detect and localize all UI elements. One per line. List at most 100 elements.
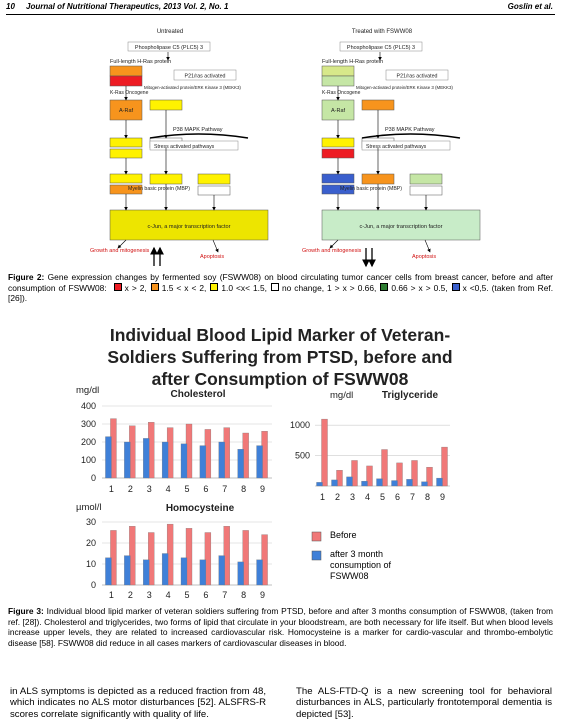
diagram-label: P21/ras activated <box>185 74 226 80</box>
expression-box <box>321 173 355 184</box>
x-tick-label: 8 <box>241 590 246 600</box>
legend-swatch <box>380 282 389 291</box>
legend-label: after 3 month consumption of FSWW08 <box>330 549 392 581</box>
x-tick-label: 8 <box>241 484 246 494</box>
caption-text: 1.5 < x < 2, <box>161 282 207 293</box>
diagram-label: P38 MAPK Pathway <box>385 127 435 133</box>
x-tick-label: 6 <box>203 484 208 494</box>
bar <box>237 561 244 586</box>
bar <box>180 443 188 479</box>
caption-text: x > 2, <box>124 282 147 293</box>
bar <box>237 449 244 479</box>
expression-box <box>109 137 143 148</box>
diagram-label: Apoptosis <box>200 254 224 260</box>
panel-title: Untreated <box>157 29 183 35</box>
diagram-label: Growth and mitogenesis <box>302 248 362 254</box>
bar <box>441 446 448 487</box>
y-tick-label: 200 <box>81 437 96 447</box>
expression-box <box>361 173 395 185</box>
pathway-brace <box>361 133 461 139</box>
legend-swatch <box>210 282 219 291</box>
diagram-label: Growth and mitogenesis <box>90 248 150 254</box>
diagram-label: A-Raf <box>331 108 346 114</box>
x-tick-label: 2 <box>128 590 133 600</box>
bar <box>396 462 403 487</box>
x-tick-label: 7 <box>222 590 227 600</box>
bar <box>185 528 193 586</box>
bar <box>346 476 353 487</box>
bar <box>391 480 398 487</box>
y-tick-label: 20 <box>86 538 96 548</box>
caption-text: no change, 1 > x > 0.66, <box>281 282 377 293</box>
caption-text: 1.0 <x< 1.5, <box>221 282 267 293</box>
x-tick-label: 4 <box>166 590 171 600</box>
diagram-label: Full-length H-Ras protein <box>110 59 171 65</box>
x-tick-label: 5 <box>184 484 189 494</box>
x-tick-label: 8 <box>425 492 430 502</box>
bar <box>351 460 358 487</box>
diagram-label: c-Jun, a major transcription factor <box>359 224 442 230</box>
bar <box>199 559 207 586</box>
bar <box>361 480 368 487</box>
expression-box <box>321 209 481 241</box>
bar <box>161 553 169 586</box>
bar <box>161 441 169 479</box>
bar <box>105 557 112 586</box>
y-axis-label: mg/dl <box>76 385 99 396</box>
diagram-label: A-Raf <box>119 108 134 114</box>
legend-label: Before <box>330 530 357 540</box>
bar <box>406 479 413 487</box>
caption-text: x <0,5. (taken from Ref. [26]). <box>8 282 554 304</box>
label-box <box>339 41 423 52</box>
connector <box>212 239 219 253</box>
diagram-label: Stress activated pathways <box>154 144 215 150</box>
label-box <box>127 41 211 52</box>
x-tick-label: 1 <box>109 590 114 600</box>
legend-swatch <box>150 282 159 291</box>
x-tick-label: 4 <box>365 492 370 502</box>
x-tick-label: 9 <box>260 484 265 494</box>
x-tick-label: 1 <box>320 492 325 502</box>
y-axis-label: µmol/l <box>76 502 102 513</box>
label-box <box>149 140 239 151</box>
bar <box>143 559 150 586</box>
legend-swatch <box>311 550 322 561</box>
expression-box <box>321 137 355 148</box>
caption-text: 0.66 > x > 0.5, <box>391 282 448 293</box>
chart-title: Triglyceride <box>382 390 439 401</box>
caption-label: Figure 2: <box>8 272 45 282</box>
y-tick-label: 300 <box>81 419 96 429</box>
label-box <box>173 69 237 81</box>
diagram-label: P38 MAPK Pathway <box>173 127 223 133</box>
expression-box <box>149 173 183 185</box>
bar <box>411 460 418 487</box>
bar <box>148 532 155 586</box>
x-tick-label: 3 <box>147 484 152 494</box>
bar <box>331 479 338 487</box>
bar <box>376 478 383 487</box>
x-tick-label: 9 <box>440 492 445 502</box>
bar <box>421 481 428 487</box>
connector <box>117 239 127 249</box>
panel-title: Treated with FSWW08 <box>352 29 413 35</box>
y-tick-label: 0 <box>91 580 96 590</box>
y-axis-label: mg/dl <box>330 390 353 401</box>
bar <box>381 449 388 487</box>
bar <box>366 465 373 487</box>
expression-box <box>321 65 355 77</box>
x-tick-label: 7 <box>222 484 227 494</box>
bar <box>242 530 249 586</box>
expression-box <box>197 173 231 185</box>
diagram-label: Phospholipase C5 (PLC5) 3 <box>135 45 203 51</box>
label-box <box>385 69 449 81</box>
y-tick-label: 10 <box>86 559 96 569</box>
bar <box>124 441 131 479</box>
expression-box <box>109 65 143 77</box>
bar <box>256 559 263 586</box>
caption-label: Figure 3: <box>8 606 44 616</box>
label-box <box>361 140 451 151</box>
x-tick-label: 9 <box>260 590 265 600</box>
expression-box <box>409 173 443 185</box>
x-tick-label: 4 <box>166 484 171 494</box>
pathway-brace <box>149 133 249 139</box>
